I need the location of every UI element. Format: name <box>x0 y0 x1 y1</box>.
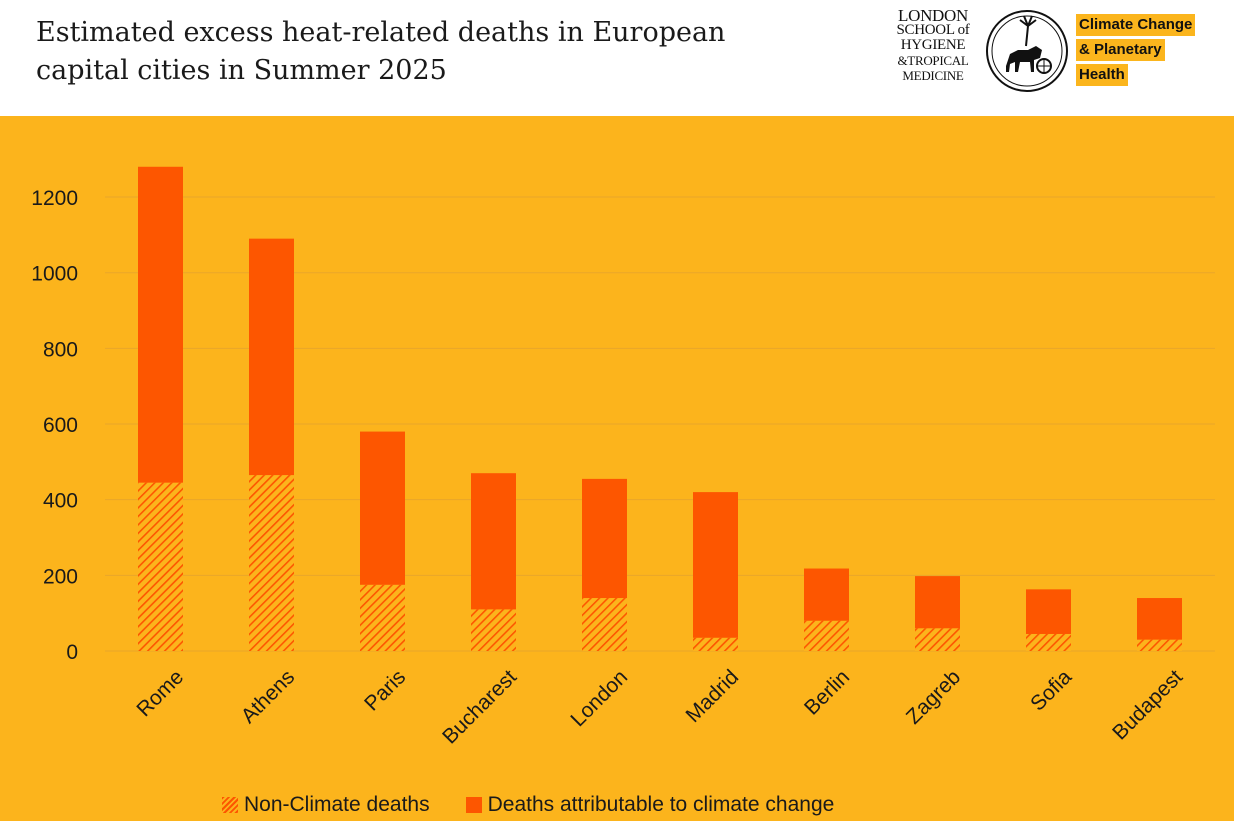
bar-non-climate <box>1137 639 1182 651</box>
y-tick-label: 1000 <box>31 263 78 286</box>
climate-health-badge: Climate Change & Planetary Health <box>1076 14 1226 89</box>
bar-non-climate <box>471 609 516 651</box>
y-tick-label: 400 <box>43 490 78 513</box>
bar-climate <box>1026 589 1071 634</box>
legend: Non-Climate deaths Deaths attributable t… <box>222 791 870 819</box>
chart-title: Estimated excess heat-related deaths in … <box>36 14 796 90</box>
bar-climate <box>915 576 960 629</box>
badge-line-1: Climate Change <box>1076 14 1196 36</box>
bar-non-climate <box>1026 633 1071 651</box>
bar-climate <box>804 568 849 621</box>
x-tick-label: Rome <box>132 665 188 721</box>
x-tick-label: Sofia <box>1026 665 1076 715</box>
bar-climate <box>360 431 405 585</box>
bar-climate <box>693 492 738 638</box>
legend-label-non-climate: Non-Climate deaths <box>244 793 430 816</box>
logo-line-4: &TROPICAL <box>897 53 969 68</box>
logo-line-5: MEDICINE <box>902 68 964 83</box>
legend-swatch-solid <box>465 797 482 813</box>
logo-line-2: SCHOOL of <box>896 22 970 38</box>
badge-line-2: & Planetary <box>1076 39 1165 61</box>
bar-climate <box>582 478 627 599</box>
x-tick-label: Bucharest <box>438 665 521 748</box>
x-tick-label: Paris <box>360 665 410 715</box>
title-line-1: Estimated excess heat-related deaths in … <box>36 17 726 48</box>
y-tick-label: 200 <box>43 565 78 588</box>
logo-wordmark: LONDON SCHOOL of HYGIENE &TROPICAL MEDIC… <box>884 6 982 83</box>
header: Estimated excess heat-related deaths in … <box>0 0 1234 116</box>
legend-label-climate: Deaths attributable to climate change <box>487 793 835 816</box>
y-tick-label: 800 <box>43 338 78 361</box>
bar-non-climate <box>804 620 849 651</box>
x-tick-label: Athens <box>237 665 300 728</box>
legend-item-climate: Deaths attributable to climate change <box>465 793 835 817</box>
bar-climate <box>249 238 294 476</box>
title-line-2: capital cities in Summer 2025 <box>36 55 447 86</box>
bar-non-climate <box>582 598 627 651</box>
legend-item-non-climate: Non-Climate deaths <box>222 793 430 817</box>
plot-area <box>0 116 1234 821</box>
logo-line-3: HYGIENE <box>900 37 966 53</box>
legend-swatch-hatched <box>222 797 238 813</box>
seal-icon <box>986 10 1068 92</box>
bar-climate <box>1137 598 1182 640</box>
x-tick-label: London <box>566 665 632 731</box>
bar-climate <box>471 473 516 610</box>
x-tick-label: Budapest <box>1108 665 1187 744</box>
bar-non-climate <box>360 584 405 651</box>
x-tick-label: Berlin <box>800 665 854 719</box>
stacked-bar-chart: 0 200 400 600 800 1000 1200 Rome Athens Paris Buch… <box>31 166 1215 749</box>
bar-non-climate <box>249 475 294 651</box>
bar-climate <box>138 166 183 483</box>
bar-non-climate <box>693 637 738 651</box>
y-tick-label: 1200 <box>31 187 78 210</box>
logo-line-1: LONDON <box>898 6 968 25</box>
bar-non-climate <box>138 482 183 651</box>
lshtm-logo: LONDON SCHOOL of HYGIENE &TROPICAL MEDIC… <box>884 6 1074 100</box>
y-tick-label: 600 <box>43 414 78 437</box>
y-tick-label: 0 <box>66 641 78 664</box>
bar-non-climate <box>915 628 960 651</box>
badge-line-3: Health <box>1076 64 1128 86</box>
x-tick-label: Madrid <box>682 665 744 727</box>
x-tick-label: Zagreb <box>902 665 965 728</box>
